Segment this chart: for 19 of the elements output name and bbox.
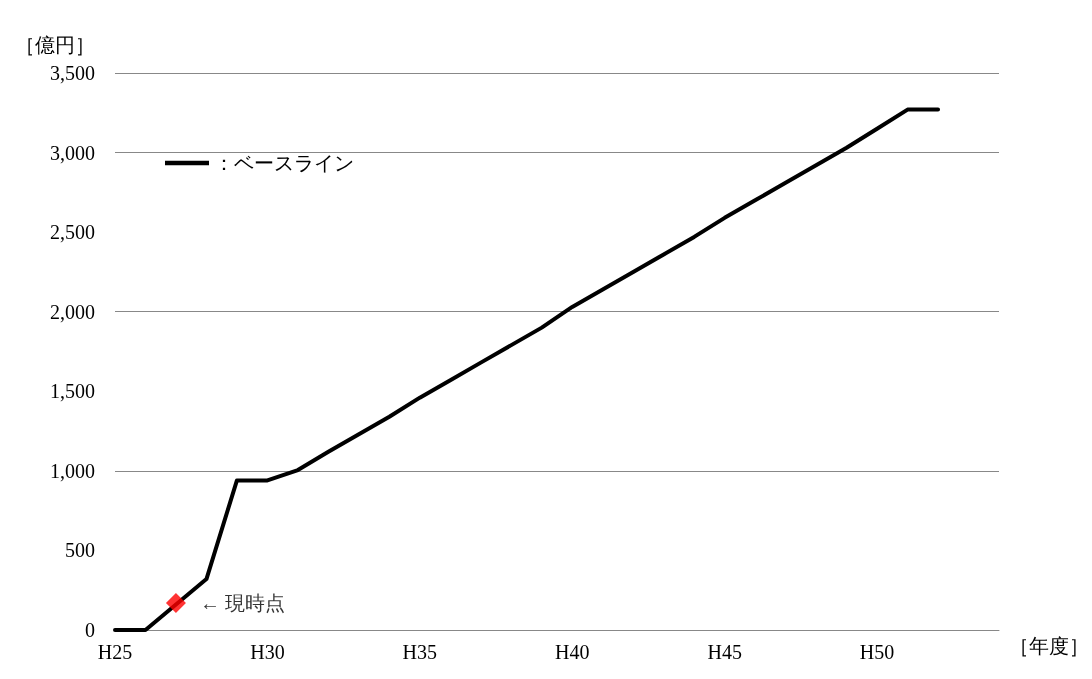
y-tick-label: 1,000 (50, 459, 95, 482)
annotation: ← 現時点 (199, 591, 285, 614)
x-tick-label: H35 (402, 641, 438, 663)
line-series (113, 107, 941, 632)
y-tick-label: 3,500 (50, 62, 95, 84)
y-axis-title: ［億円］ (15, 34, 95, 56)
y-tick-label: 1,500 (50, 380, 95, 403)
y-tick-label: 0 (85, 619, 95, 641)
x-tick-label: H30 (250, 641, 285, 663)
y-tick-label: 500 (65, 539, 95, 562)
x-tick-label: H25 (97, 641, 133, 663)
y-tick-label: 2,500 (50, 221, 95, 244)
x-tick-label: H50 (859, 641, 895, 663)
x-axis-title: ［年度］ (1009, 635, 1089, 657)
y-tick-label: 2,000 (50, 300, 95, 323)
x-tick-label: H40 (555, 641, 590, 663)
y-tick-label: 3,000 (50, 141, 95, 164)
legend-label: ：ベースライン (214, 152, 354, 174)
x-tick-label: H45 (707, 641, 742, 663)
